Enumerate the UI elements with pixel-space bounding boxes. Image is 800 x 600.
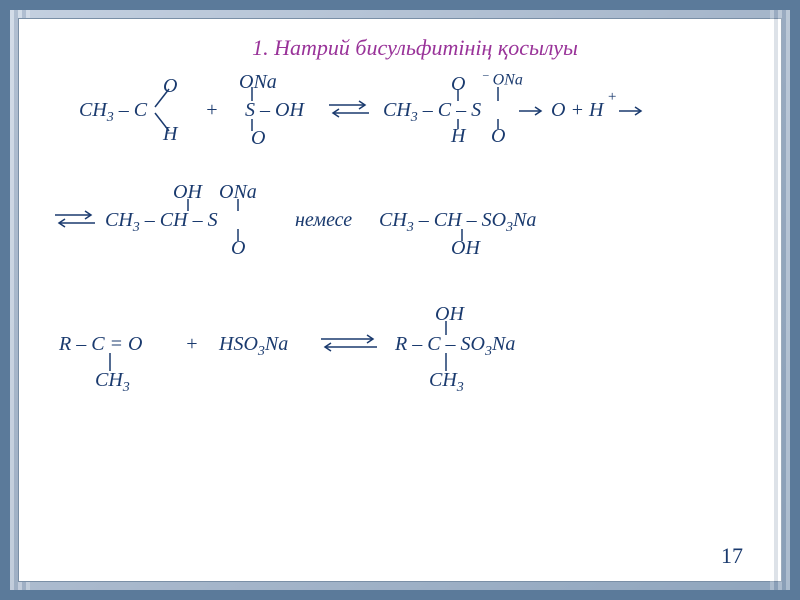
r3-revarrow [319,335,379,358]
page-number: 17 [721,543,743,569]
r2-a-mol: CH3 – CH – S [105,209,218,236]
r2-b-mol: CH3 – CH – SO3Na [379,209,536,236]
slide-content: 1. Натрий бисульфитінің қосылуы CH3 – C … [18,18,782,582]
r3-plus: + [185,333,199,356]
reaction-3: R – C = O CH3 + HSO3Na R – C – SO3Na OH … [79,299,751,409]
r1-mid-ona: ONa [239,71,277,94]
r3-right-bond1 [443,321,449,335]
r1-trailing: O + H [551,99,603,122]
r1-plus: + [205,99,219,122]
r3-right-mol: R – C – SO3Na [395,333,515,360]
r3-left-bond [107,353,113,371]
r2-revarrow [53,211,97,234]
r2-a-bond3 [235,229,241,241]
r1-right-mol: CH3 – C – S [383,99,481,126]
r1-right-s-ona: – ONa [483,69,523,90]
r2-a-bond1 [185,199,191,211]
r3-right-ch3: CH3 [429,369,464,396]
r1-right-bond3 [495,87,501,101]
r1-right-bond2 [455,119,461,129]
r1-right-bond4 [495,119,501,129]
r3-reagent: HSO3Na [219,333,288,360]
reaction-2: CH3 – CH – S OH ONa O немесе CH3 – CH – … [79,175,751,275]
r3-left-ch3: CH3 [95,369,130,396]
r3-left-mol: R – C = O [59,333,143,356]
r2-b-oh: OH [451,237,480,260]
r1-right-arrow2 [617,101,653,124]
r1-mid-bond-bot [249,119,255,131]
r2-b-bond [459,229,465,241]
reaction-1: CH3 – C O H + S – OH ONa O [79,67,751,159]
r1-revarrow [327,101,371,124]
r1-left-bonds [151,81,175,139]
r2-a-bond2 [235,199,241,211]
r1-right-arrow1 [517,101,553,124]
r1-trailing-plus: + [607,89,617,106]
r2-or: немесе [295,209,352,232]
r3-right-oh: OH [435,303,464,326]
r3-right-bond2 [443,353,449,371]
r1-left-mol: CH3 – C [79,99,147,126]
slide-title: 1. Натрий бисульфитінің қосылуы [79,35,751,61]
r1-right-bond1 [455,89,461,101]
slide-frame: 1. Натрий бисульфитінің қосылуы CH3 – C … [10,10,790,590]
r1-mid-bond-top [249,87,255,101]
